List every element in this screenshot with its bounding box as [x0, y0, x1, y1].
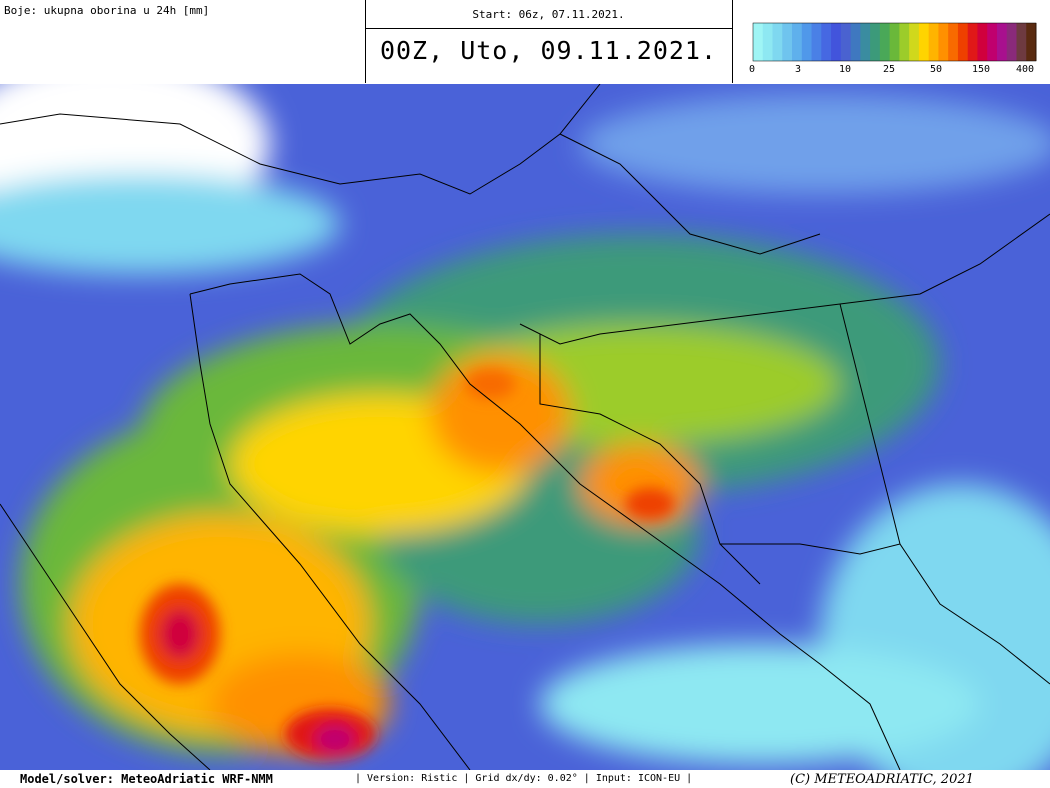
- colorbar-swatch: [996, 23, 1008, 61]
- colorbar-label: 400: [1016, 64, 1034, 75]
- title-box: [365, 0, 733, 83]
- colorbar-swatch: [889, 23, 900, 61]
- valid-time: 00Z, Uto, 09.11.2021.: [379, 36, 718, 65]
- colorbar-swatch: [1016, 23, 1027, 61]
- colorbar-swatch: [957, 23, 969, 61]
- colorbar-swatch: [938, 23, 949, 61]
- colorbar-swatch: [918, 23, 930, 61]
- colorbar-swatch: [860, 23, 871, 61]
- colorbar: 0 3 10 25 50 150 400: [749, 22, 1037, 75]
- colorbar-swatch: [948, 23, 959, 61]
- start-time: Start: 06z, 07.11.2021.: [472, 8, 625, 21]
- colorbar-frame: [752, 22, 1037, 62]
- colorbar-swatch: [850, 23, 861, 61]
- colorbar-swatch: [899, 23, 910, 61]
- colorbar-swatch: [772, 23, 783, 61]
- colorbar-swatch: [967, 23, 978, 61]
- colorbar-label: 50: [930, 64, 942, 75]
- legend-title: Boje: ukupna oborina u 24h [mm]: [4, 4, 210, 17]
- colorbar-swatch: [821, 23, 832, 61]
- model: Model/solver: MeteoAdriatic WRF-NMM: [20, 772, 273, 786]
- colorbar-swatch: [977, 23, 988, 61]
- colorbar-swatch: [928, 23, 939, 61]
- colorbar-swatch: [792, 23, 803, 61]
- footer: Model/solver: MeteoAdriatic WRF-NMM | Ve…: [0, 770, 1050, 788]
- colorbar-swatch: [987, 23, 998, 61]
- colorbar-swatch: [762, 23, 774, 61]
- colorbar-label: 3: [795, 64, 801, 75]
- colorbar-swatch: [1006, 23, 1017, 61]
- colorbar-swatch: [811, 23, 822, 61]
- colorbar-swatch: [753, 23, 764, 61]
- colorbar-label: 10: [839, 64, 851, 75]
- colorbar-swatch: [801, 23, 813, 61]
- divider: [365, 28, 732, 29]
- info: | Version: Ristic | Grid dx/dy: 0.02° | …: [355, 773, 693, 784]
- colorbar-label: 150: [972, 64, 990, 75]
- colorbar-swatch: [870, 23, 881, 61]
- colorbar-swatch: [1026, 23, 1037, 61]
- borders: [0, 84, 1050, 770]
- precipitation-map: [0, 84, 1050, 770]
- copyright: (C) METEOADRIATIC, 2021: [790, 772, 974, 787]
- header: Boje: ukupna oborina u 24h [mm] Start: 0…: [0, 0, 1050, 84]
- colorbar-swatch: [831, 23, 842, 61]
- colorbar-label: 0: [749, 64, 755, 75]
- colorbar-label: 25: [883, 64, 895, 75]
- colorbar-swatch: [879, 23, 891, 61]
- colorbar-swatch: [909, 23, 920, 61]
- colorbar-swatch: [782, 23, 793, 61]
- colorbar-swatch: [840, 23, 852, 61]
